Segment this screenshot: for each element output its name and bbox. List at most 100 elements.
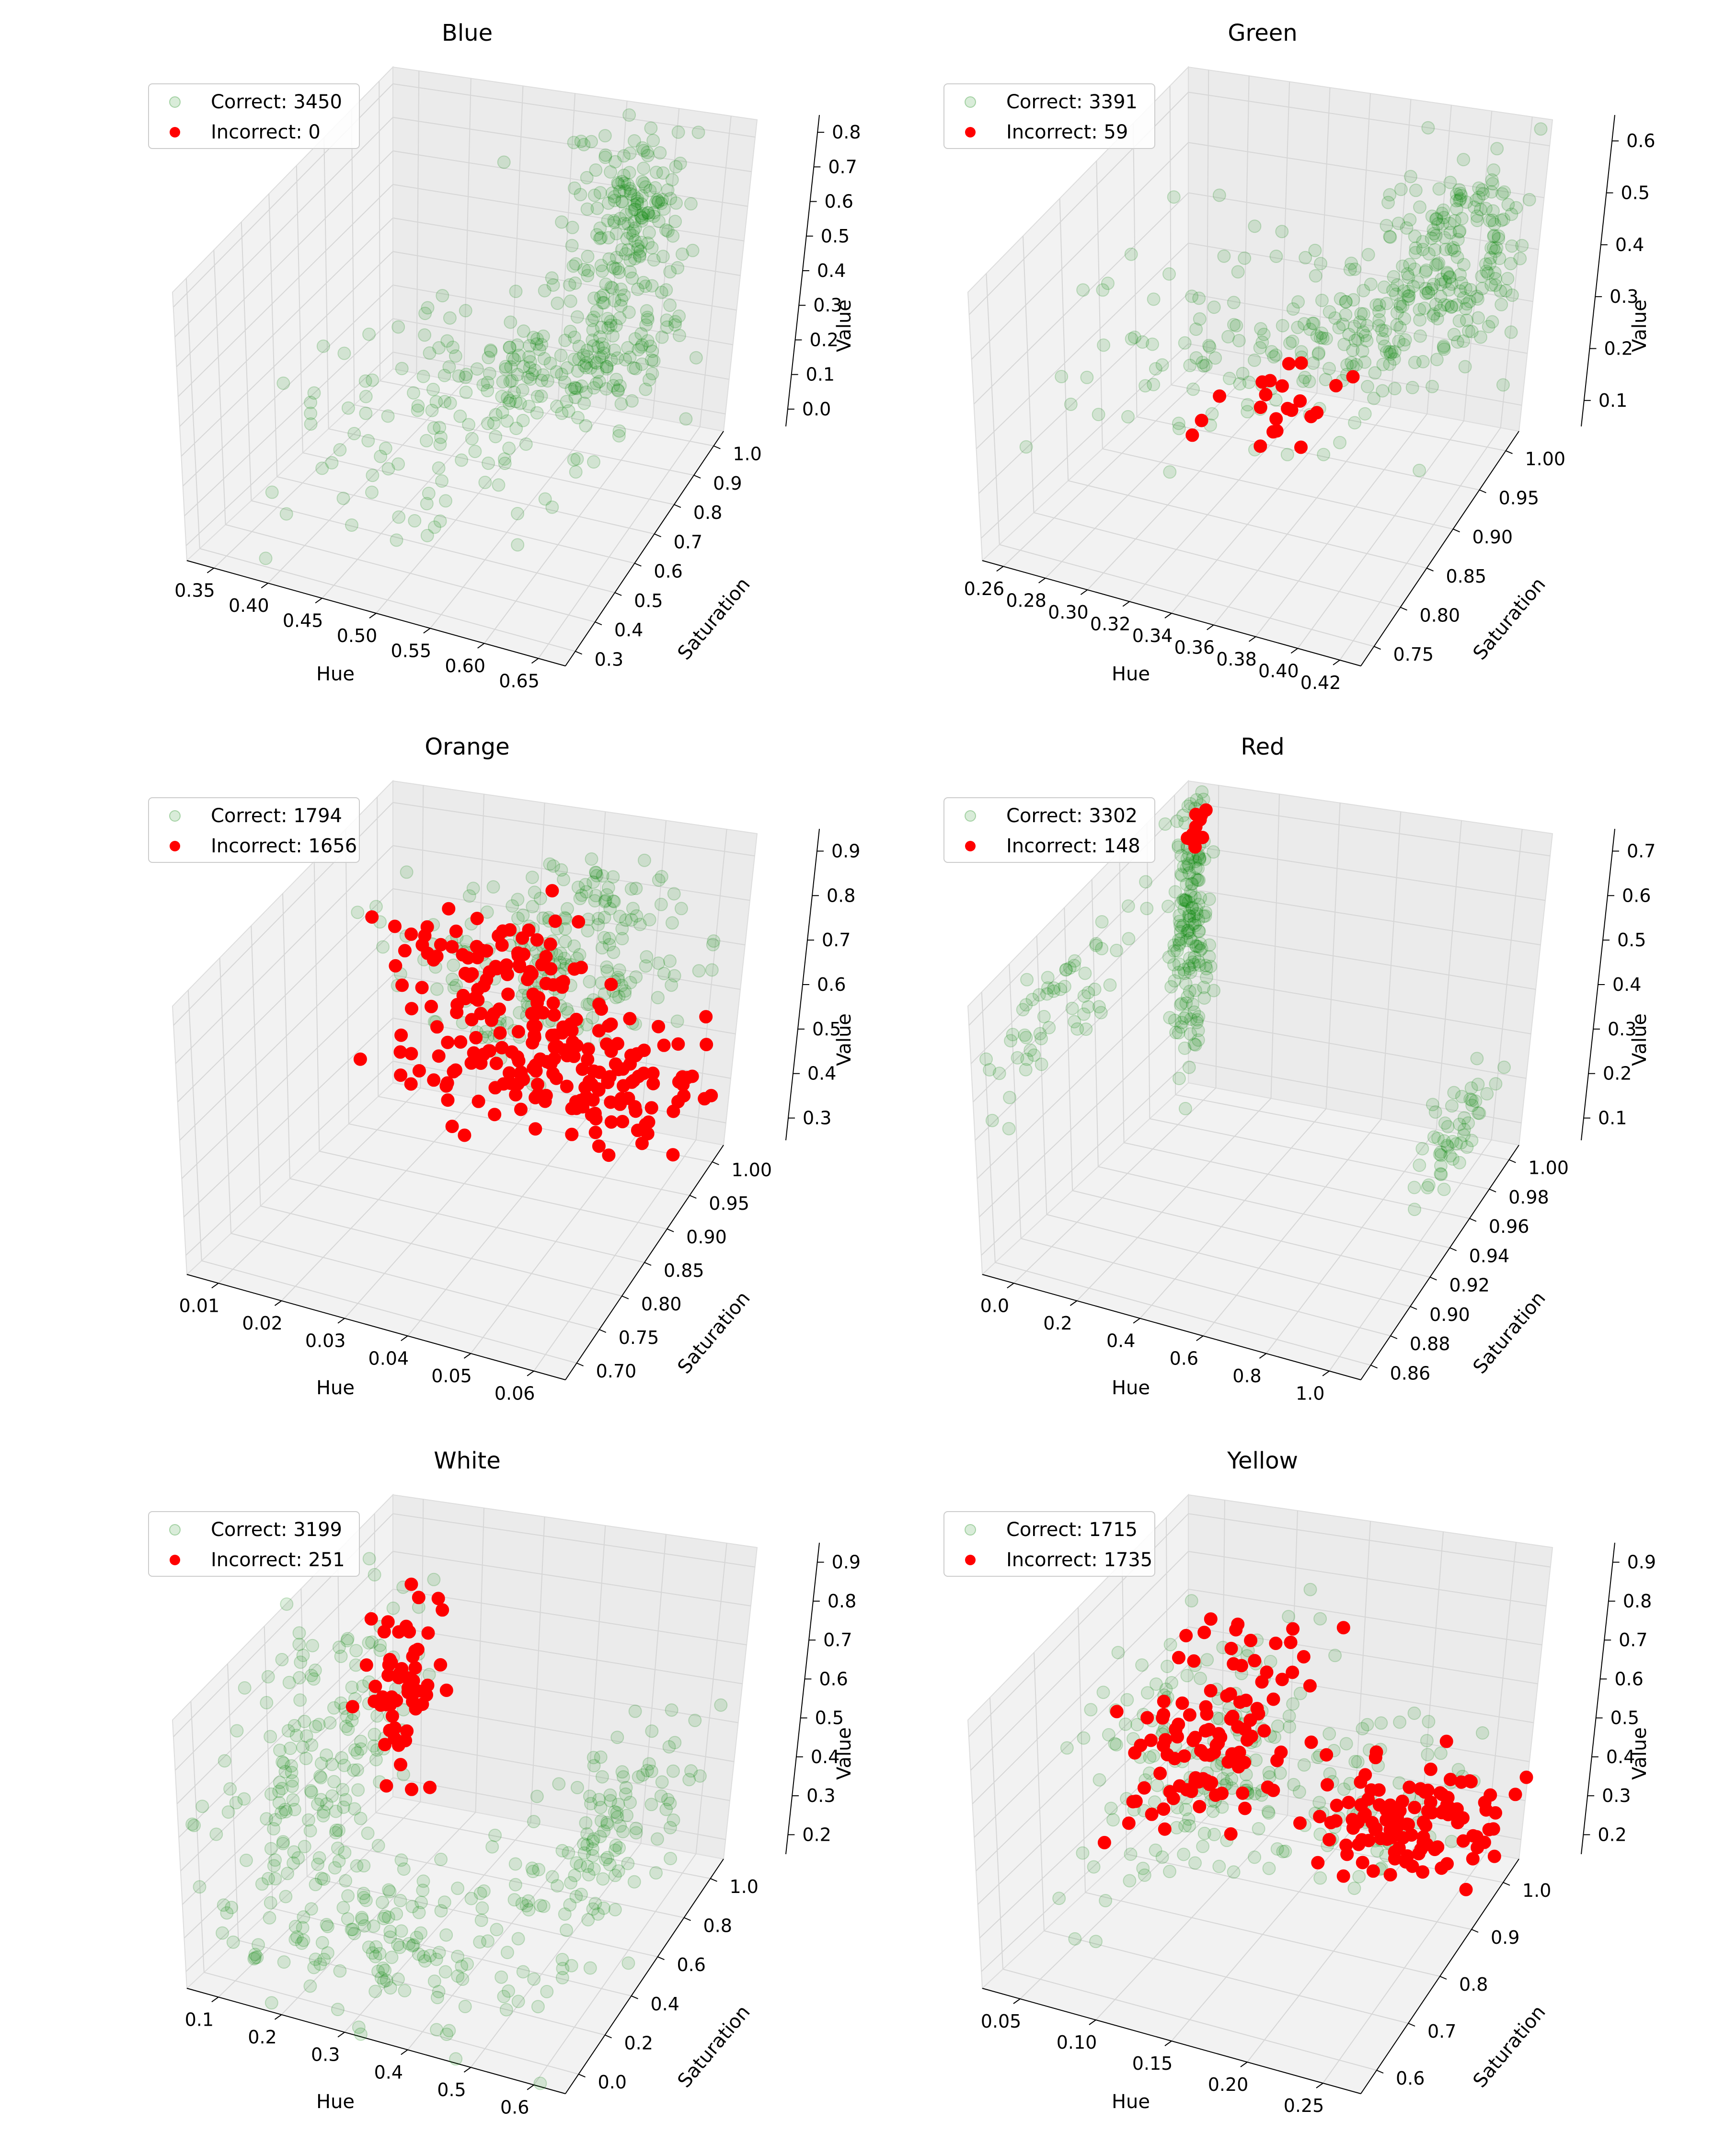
point-correct [466,882,480,895]
point-correct [498,457,512,470]
point-correct [626,224,640,238]
point-correct [1457,1123,1471,1136]
point-correct [1472,190,1486,204]
point-correct [582,1868,596,1881]
point-correct [1077,1731,1091,1745]
point-correct [1408,229,1422,243]
point-correct [1104,1801,1118,1815]
point-incorrect [1157,1708,1171,1721]
point-incorrect [548,1028,562,1042]
back-wall-pane [1188,780,1553,1146]
point-correct [291,1851,305,1865]
point-correct [649,1866,663,1880]
x-tick-label: 0.26 [964,578,1005,599]
point-incorrect [493,1026,507,1040]
point-correct [1181,990,1195,1004]
point-correct [1353,315,1367,329]
point-correct [593,186,607,200]
point-correct [287,1856,300,1870]
point-correct [587,1759,601,1773]
point-correct [315,1871,328,1885]
grid-line-z [968,92,1550,315]
point-incorrect [543,937,557,951]
x-tick-label: 0.04 [368,1348,409,1369]
point-correct [592,375,606,389]
point-correct [347,1927,361,1940]
point-correct [1422,1178,1436,1192]
point-correct [1183,909,1197,923]
point-correct [579,1816,593,1830]
point-incorrect [576,1100,590,1114]
point-incorrect [1250,1702,1264,1716]
x-tick-label: 0.38 [1216,649,1257,670]
grid-line-z [972,1588,1542,1804]
point-correct [665,173,679,187]
point-correct [1293,1686,1307,1700]
point-correct [371,1839,385,1853]
point-incorrect [427,1073,441,1087]
point-correct [512,348,526,362]
point-correct [1436,217,1449,231]
point-correct [447,981,461,995]
point-correct [381,462,395,476]
x-tick [1080,589,1088,595]
point-correct [1451,232,1465,246]
point-correct [1041,981,1055,995]
grid-line-y [319,1150,667,1229]
point-correct [1147,292,1161,306]
grid-line-y-wall [1169,86,1172,385]
point-correct [551,1879,564,1893]
point-correct [451,1881,465,1895]
x-axis-label: Hue [1112,2091,1150,2113]
point-correct [1392,334,1406,348]
point-correct [500,1946,514,1960]
grid-line-x [1013,1088,1217,1284]
point-correct [579,361,593,375]
grid-line-y [1175,1094,1509,1160]
point-correct [1440,267,1454,281]
legend-label-incorrect: Incorrect: 251 [211,1549,345,1571]
point-correct [304,406,318,420]
grid-line-y [378,1096,713,1162]
point-correct [1339,295,1353,309]
point-correct [313,1957,327,1971]
point-incorrect [1263,374,1277,388]
point-incorrect [1229,1623,1243,1637]
point-correct [1191,1033,1205,1047]
point-correct [1182,909,1196,923]
point-correct [1178,336,1192,350]
point-incorrect [1285,403,1299,417]
point-correct [661,1793,675,1807]
point-correct [1273,1766,1287,1780]
point-correct [672,329,686,343]
point-correct [1041,971,1055,985]
point-correct [635,175,649,188]
point-correct [637,144,651,158]
point-incorrect [1227,1657,1241,1671]
point-correct [626,229,640,242]
point-correct [1076,283,1090,297]
point-correct [566,259,580,273]
point-correct [405,1939,419,1953]
point-correct [1282,1610,1296,1624]
point-correct [285,1766,299,1779]
point-correct [563,278,576,292]
point-correct [1460,1140,1474,1154]
point-correct [558,375,572,389]
point-incorrect [604,1017,618,1031]
point-correct [368,1568,381,1582]
point-correct [1174,932,1188,946]
point-correct [1184,884,1197,898]
point-incorrect [657,1038,671,1052]
point-correct [639,279,653,293]
point-correct [1337,337,1351,351]
point-correct [1188,1038,1202,1052]
point-correct [289,1729,303,1743]
grid-line-y [260,1205,622,1296]
point-incorrect [1195,808,1208,822]
legend-label-correct: Correct: 3302 [1006,805,1138,827]
point-correct [1040,987,1054,1001]
point-correct [378,1909,392,1923]
y-tick-label: 0.95 [1499,488,1540,509]
point-correct [622,108,636,122]
